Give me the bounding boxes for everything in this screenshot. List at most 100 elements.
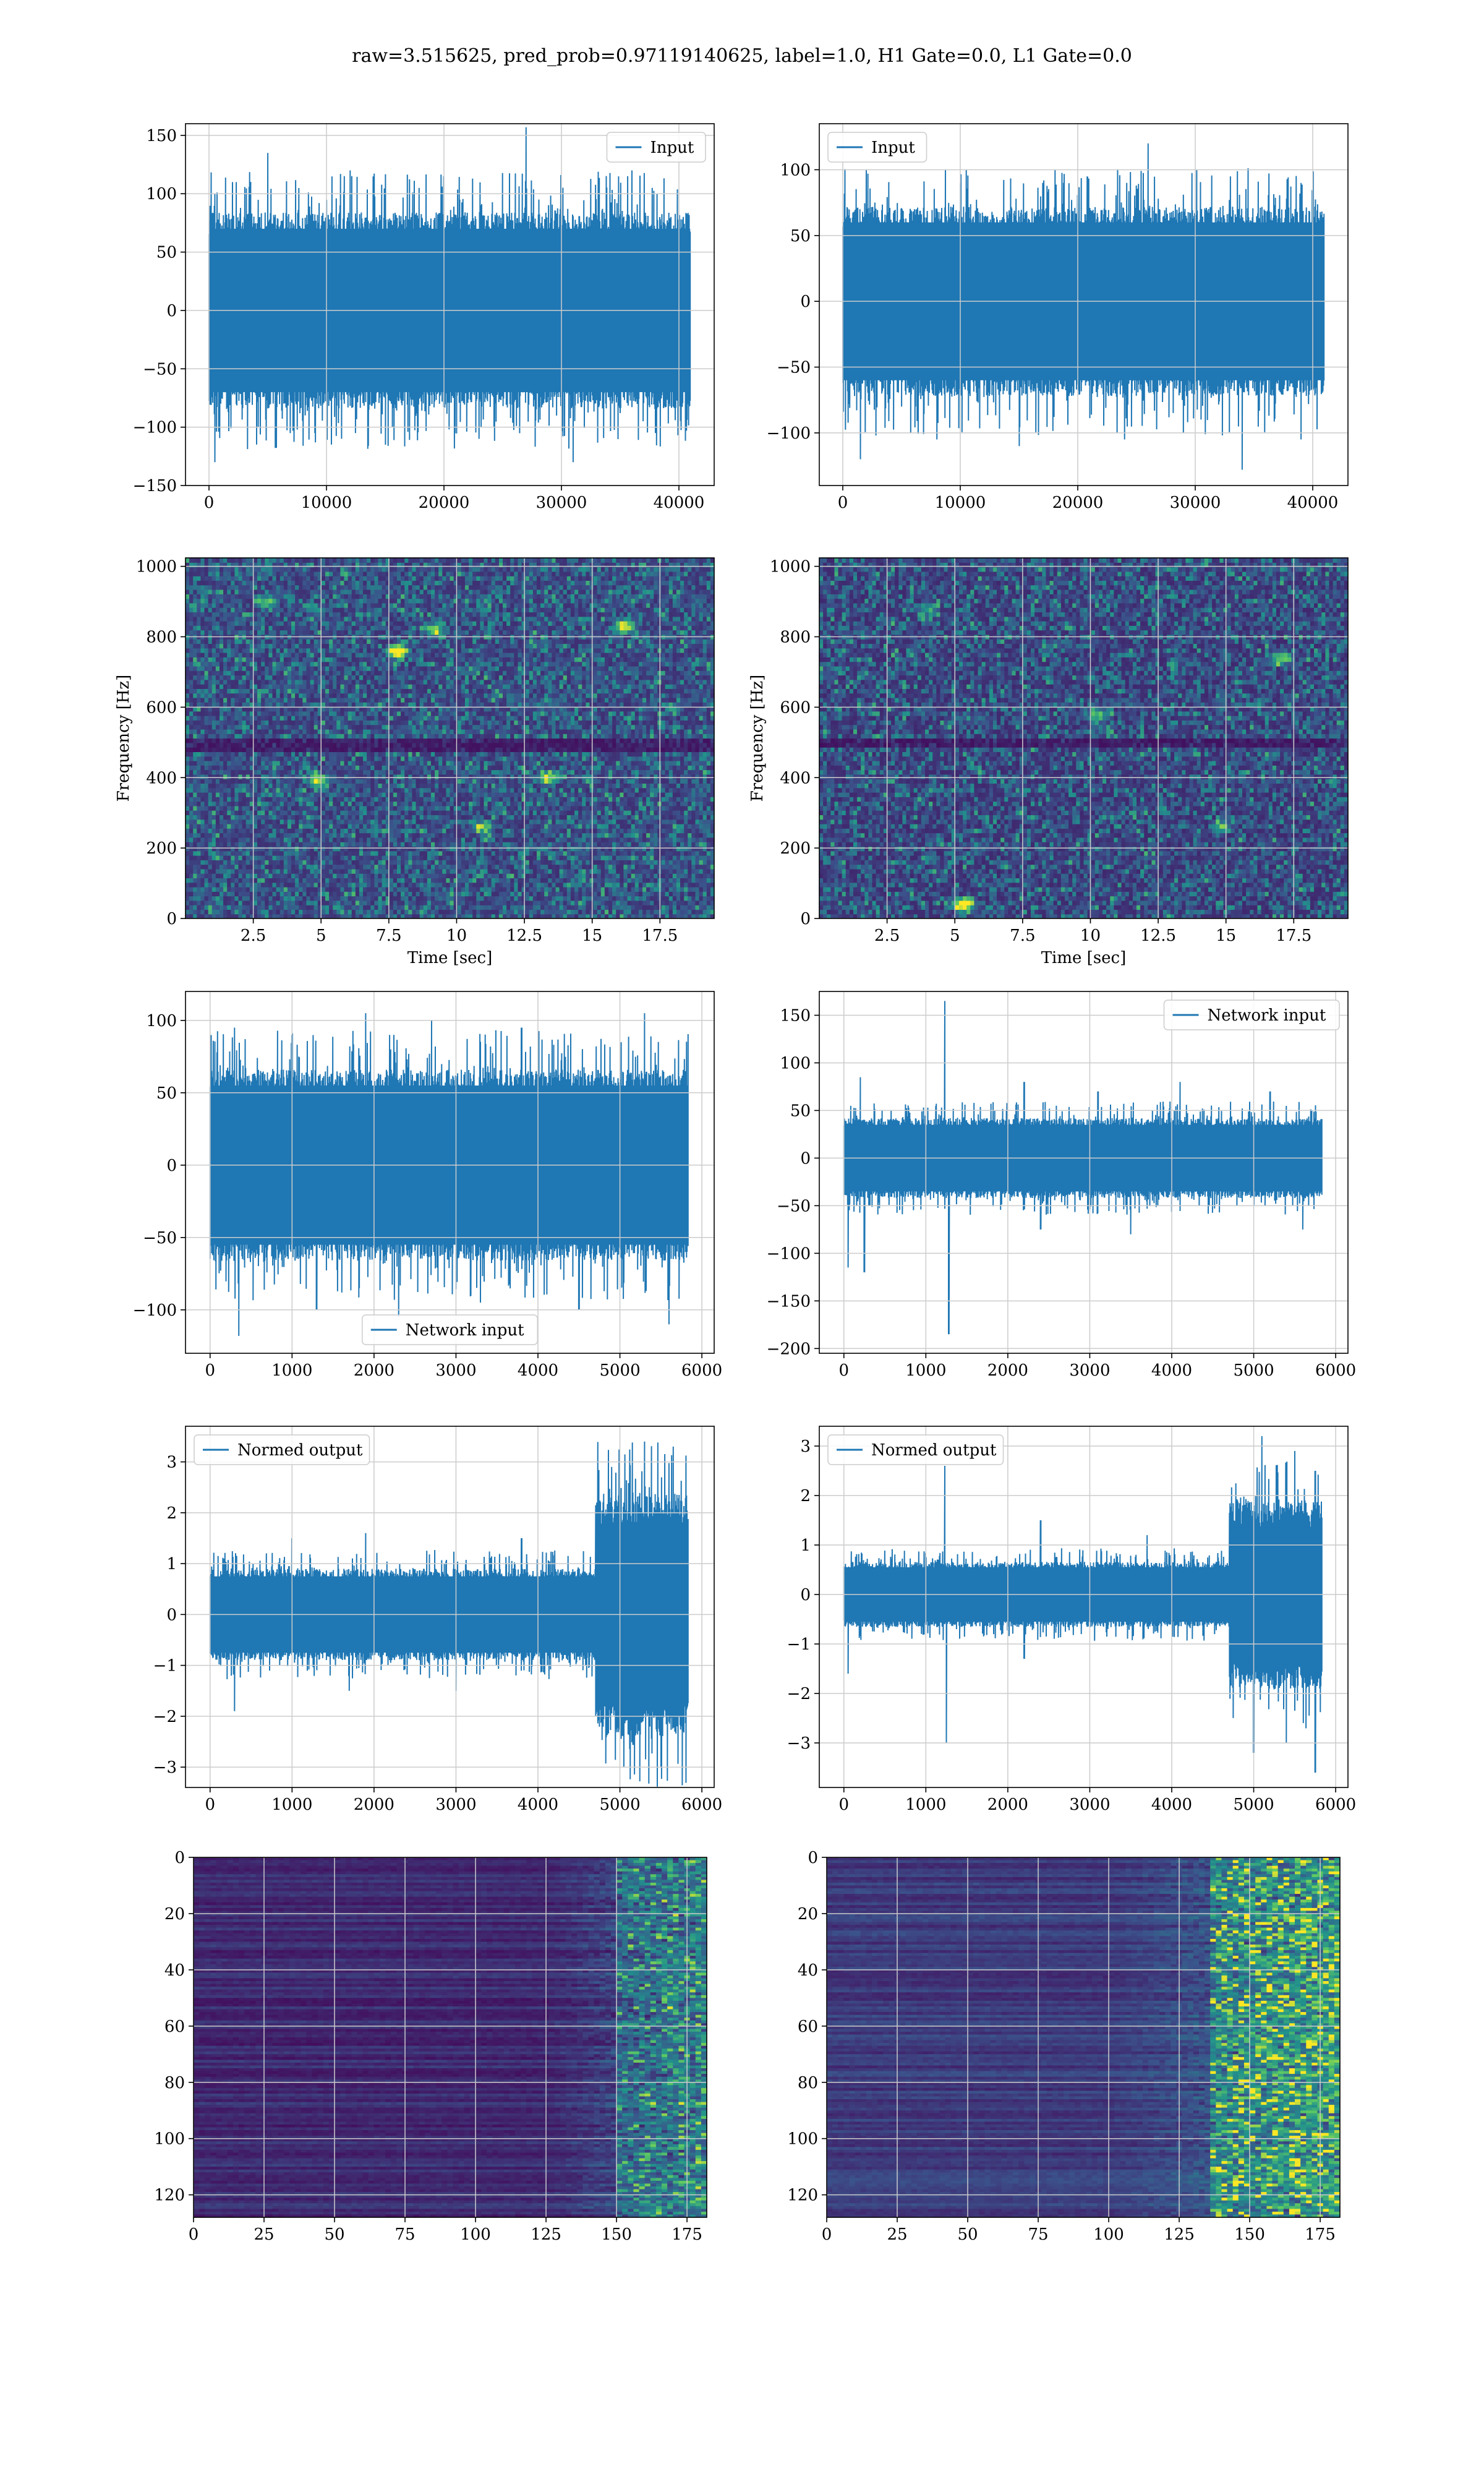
heatmap-cell (435, 801, 439, 807)
heatmap-cell (215, 896, 220, 901)
heatmap-cell (351, 783, 356, 789)
heatmap-cell (208, 891, 213, 897)
heatmap-cell (325, 868, 330, 874)
heatmap-cell (355, 905, 360, 910)
heatmap-cell (231, 760, 235, 766)
heatmap-cell (208, 783, 213, 789)
heatmap-cell (525, 846, 530, 852)
heatmap-cell (702, 868, 707, 874)
heatmap-cell (317, 900, 322, 905)
heatmap-cell (654, 760, 658, 766)
heatmap-cell (597, 837, 602, 842)
heatmap-cell (586, 819, 591, 824)
heatmap-cell (620, 873, 625, 879)
heatmap-cell (442, 886, 446, 892)
heatmap-cell (457, 792, 462, 797)
heatmap-cell (249, 792, 254, 797)
heatmap-cell (446, 855, 451, 860)
heatmap-cell (211, 801, 216, 807)
heatmap-cell (272, 774, 277, 779)
heatmap-cell (469, 787, 473, 793)
heatmap-cell (582, 779, 586, 784)
heatmap-cell (363, 914, 367, 918)
heatmap-cell (586, 815, 591, 820)
heatmap-cell (672, 779, 677, 784)
heatmap-cell (695, 760, 700, 766)
heatmap-cell (706, 914, 711, 918)
heatmap-cell (525, 886, 530, 892)
heatmap-cell (525, 860, 530, 865)
heatmap-cell (215, 873, 220, 879)
heatmap-cell (306, 765, 311, 771)
heatmap-cell (469, 886, 473, 892)
heatmap-cell (404, 905, 409, 910)
heatmap-cell (578, 819, 582, 824)
heatmap-cell (257, 828, 262, 834)
heatmap-cell (574, 801, 579, 807)
heatmap-cell (211, 891, 216, 897)
heatmap-cell (359, 842, 364, 847)
heatmap-cell (510, 886, 514, 892)
heatmap-cell (223, 810, 228, 815)
heatmap-cell (491, 909, 496, 915)
heatmap-cell (574, 833, 579, 838)
heatmap-cell (189, 760, 194, 766)
heatmap-cell (634, 905, 639, 910)
heatmap-cell (186, 810, 190, 815)
heatmap-cell (495, 828, 500, 834)
heatmap-cell (412, 819, 417, 824)
heatmap-cell (480, 896, 485, 901)
heatmap-cell (189, 810, 194, 815)
heatmap-cell (702, 837, 707, 842)
heatmap-cell (684, 760, 688, 766)
heatmap-cell (261, 868, 265, 874)
heatmap-cell (506, 864, 511, 870)
heatmap-cell (491, 779, 496, 784)
heatmap-cell (401, 864, 405, 870)
heatmap-cell (680, 810, 684, 815)
heatmap-cell (491, 878, 496, 883)
heatmap-cell (363, 815, 367, 820)
heatmap-cell (231, 860, 235, 865)
heatmap-cell (430, 815, 435, 820)
heatmap-cell (272, 860, 277, 865)
heatmap-cell (427, 873, 432, 879)
heatmap-cell (382, 819, 386, 824)
heatmap-cell (563, 855, 568, 860)
heatmap-cell (695, 886, 700, 892)
heatmap-cell (257, 787, 262, 793)
heatmap-cell (548, 819, 552, 824)
heatmap-cell (302, 905, 307, 910)
heatmap-cell (464, 783, 469, 789)
heatmap-cell (498, 810, 503, 815)
heatmap-cell (442, 882, 446, 888)
heatmap-cell (223, 886, 228, 892)
heatmap-cell (438, 909, 443, 915)
heatmap-cell (642, 819, 647, 824)
heatmap-cell (532, 855, 537, 860)
heatmap-cell (279, 864, 284, 870)
heatmap-cell (397, 882, 401, 888)
heatmap-cell (559, 805, 564, 811)
heatmap-cell (495, 868, 500, 874)
heatmap-cell (518, 828, 522, 834)
y-tick-label: −100 (133, 419, 177, 437)
heatmap-cell (688, 819, 692, 824)
heatmap-cell (495, 882, 500, 888)
heatmap-cell (242, 905, 247, 910)
heatmap-cell (672, 801, 677, 807)
heatmap-cell (412, 797, 417, 802)
heatmap-cell (438, 914, 443, 918)
heatmap-cell (253, 828, 258, 834)
heatmap-cell (518, 860, 522, 865)
heatmap-cell (367, 914, 371, 918)
heatmap-cell (521, 810, 526, 815)
heatmap-cell (464, 891, 469, 897)
heatmap-cell (344, 833, 349, 838)
heatmap-cell (642, 896, 647, 901)
heatmap-cell (472, 860, 477, 865)
heatmap-cell (684, 815, 688, 820)
heatmap-cell (642, 769, 647, 775)
heatmap-cell (634, 792, 639, 797)
heatmap-cell (223, 878, 228, 883)
